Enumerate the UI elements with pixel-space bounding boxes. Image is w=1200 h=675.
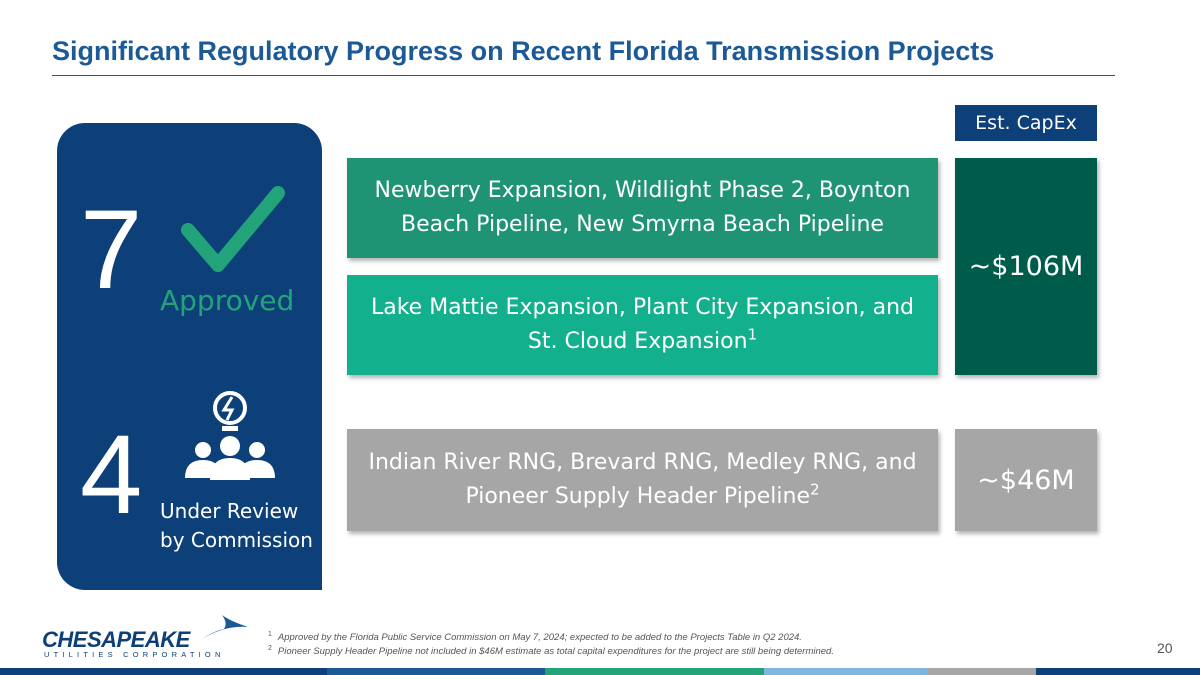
bottom-band [0, 668, 1200, 675]
approved-label: Approved [160, 284, 295, 317]
logo-name: CHESAPEAKE [42, 627, 190, 652]
logo-sub: UTILITIES CORPORATION [44, 650, 225, 659]
slide-title: Significant Regulatory Progress on Recen… [52, 36, 995, 66]
project-box: Indian River RNG, Brevard RNG, Medley RN… [347, 429, 938, 531]
footnote: 1 Approved by the Florida Public Service … [268, 630, 802, 643]
capex-header: Est. CapEx [955, 105, 1097, 141]
footnote-text: Approved by the Florida Public Service C… [277, 632, 802, 643]
footnote-ref: 2 [810, 480, 820, 499]
project-box: Lake Mattie Expansion, Plant City Expans… [347, 275, 938, 375]
page-number: 20 [1157, 640, 1173, 656]
title-rule [52, 75, 1115, 76]
capex-value: ~$106M [955, 158, 1097, 375]
review-icon [185, 391, 275, 480]
footnote-marker: 1 [268, 630, 272, 638]
review-label-line: Under Review [160, 499, 299, 523]
logo-swoosh [202, 615, 248, 639]
project-text: Indian River RNG, Brevard RNG, Medley RN… [368, 450, 917, 509]
capex-value: ~$46M [955, 429, 1097, 531]
footnote: 2 Pioneer Supply Header Pipeline not incl… [268, 644, 834, 657]
project-box: Newberry Expansion, Wildlight Phase 2, B… [347, 158, 938, 258]
check-icon [181, 186, 285, 272]
review-label: Under Review by Commission [160, 497, 313, 555]
project-text-wrap: Lake Mattie Expansion, Plant City Expans… [367, 291, 918, 359]
approved-count: 7 [80, 187, 143, 312]
review-label-line: by Commission [160, 528, 313, 552]
footnote-marker: 2 [268, 644, 272, 652]
project-text: Lake Mattie Expansion, Plant City Expans… [370, 295, 915, 354]
project-text: Newberry Expansion, Wildlight Phase 2, B… [374, 178, 911, 237]
review-count: 4 [80, 412, 143, 537]
project-text-wrap: Indian River RNG, Brevard RNG, Medley RN… [367, 446, 918, 514]
footnote-text: Pioneer Supply Header Pipeline not inclu… [277, 646, 834, 657]
footnote-ref: 1 [747, 325, 758, 344]
